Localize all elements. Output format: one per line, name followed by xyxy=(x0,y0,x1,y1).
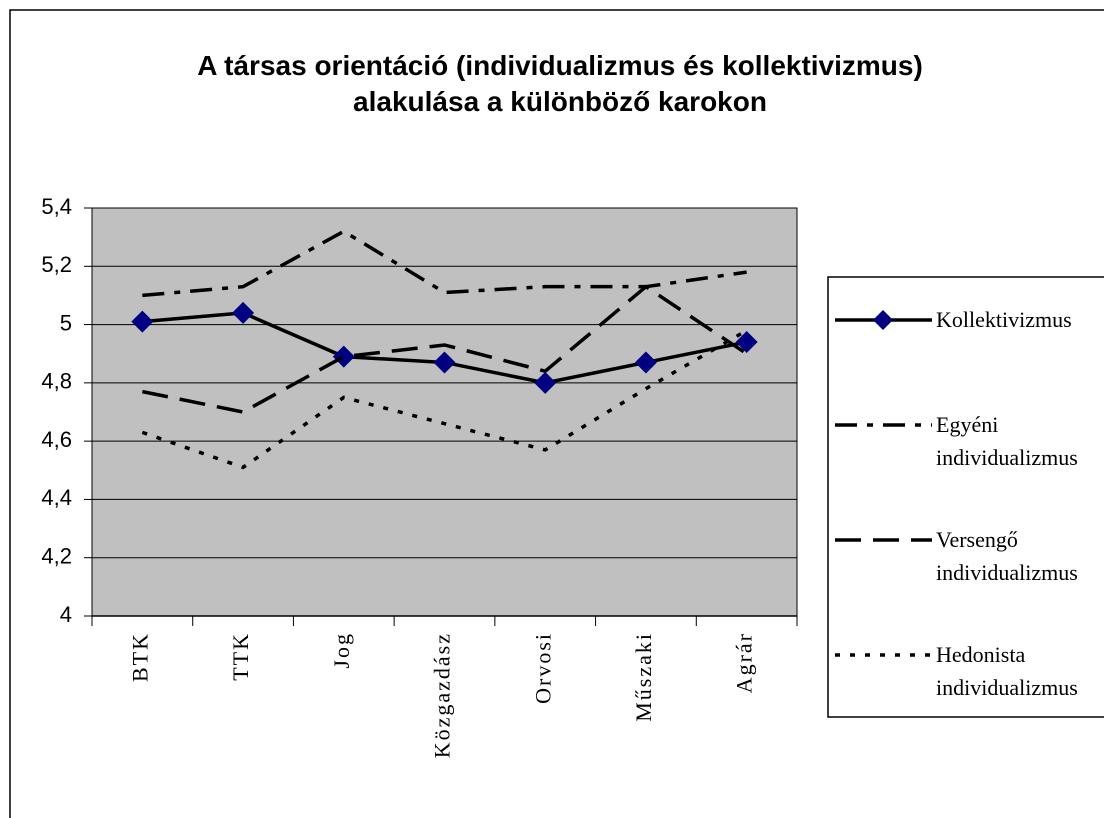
chart-border xyxy=(9,9,1104,818)
x-tick-label: TTK xyxy=(228,632,253,681)
marker xyxy=(433,351,456,374)
marker xyxy=(634,351,657,374)
x-tick-label: BTK xyxy=(127,632,152,682)
marker xyxy=(131,310,154,333)
series-line xyxy=(141,328,748,470)
x-tick-label: Jog xyxy=(329,632,354,669)
y-tick-label: 5,2 xyxy=(41,252,72,277)
chart-title: A társas orientáció (individualizmus és … xyxy=(197,50,923,117)
y-tick-label: 5,4 xyxy=(41,194,72,219)
x-tick-label: Orvosi xyxy=(530,632,555,704)
marker xyxy=(735,331,758,354)
y-tick-label: 4,2 xyxy=(41,544,72,569)
legend-label: Kollektivizmus xyxy=(936,307,1072,332)
x-tick-label: Agrár xyxy=(732,632,757,693)
legend-marker xyxy=(873,310,893,330)
y-tick-label: 4,6 xyxy=(41,427,72,452)
y-tick-label: 4,8 xyxy=(41,369,72,394)
x-tick-label: Közgazdász xyxy=(430,632,455,758)
marker xyxy=(232,301,255,324)
series-line xyxy=(142,284,748,414)
legend-label: Egyéni individualizmus xyxy=(936,412,1078,470)
legend-box xyxy=(827,276,1104,718)
legend-label: Hedonista individualizmus xyxy=(936,642,1078,700)
marker xyxy=(332,345,355,368)
x-tick-label: Műszaki xyxy=(631,632,656,722)
legend-label: Versengő individualizmus xyxy=(936,527,1078,585)
y-tick-label: 4,4 xyxy=(41,485,72,510)
plot-area xyxy=(91,207,798,617)
y-tick-label: 4 xyxy=(60,602,72,627)
marker xyxy=(534,371,557,394)
y-tick-label: 5 xyxy=(60,310,72,335)
